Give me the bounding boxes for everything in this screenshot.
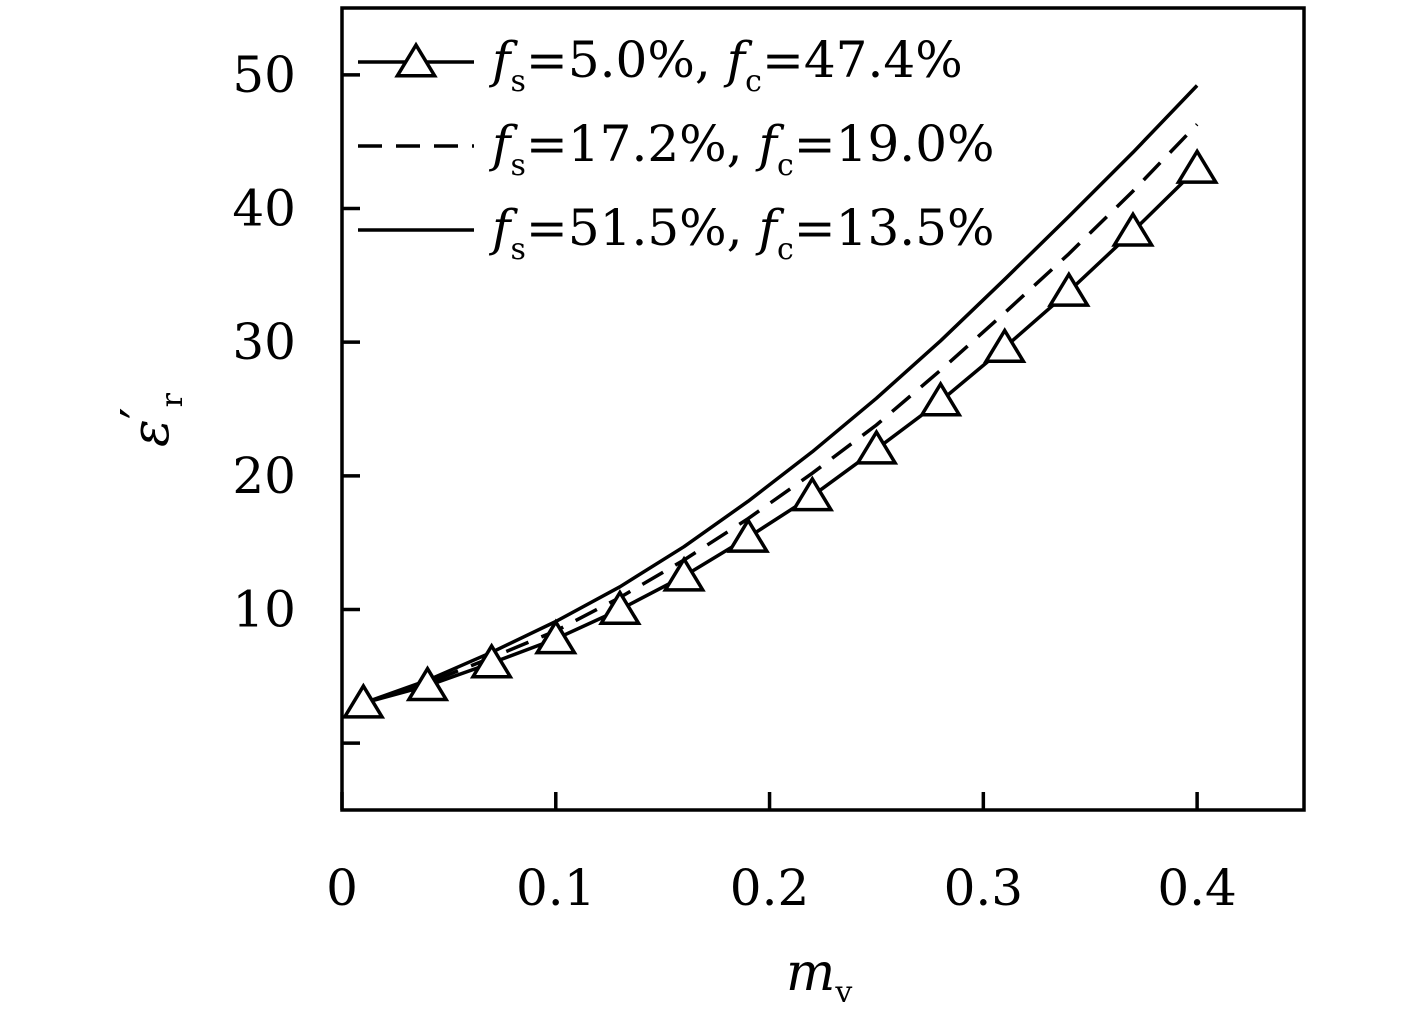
data-point [1175,148,1219,184]
axis-ticks: 0 0.1 0.2 0.3 0.4 10 20 30 40 50 [232,46,1237,917]
x-axis-label-text: mv [786,943,852,1010]
y-axis-label: ε′r [111,392,190,447]
data-point [790,475,835,512]
y-axis-label-text: ε′r [111,392,190,447]
series-line-2 [362,123,1199,705]
data-point [662,555,706,592]
data-point [854,428,899,465]
y-tick-label: 50 [232,46,296,104]
x-tick-label: 0.4 [1157,859,1237,917]
data-point [598,589,642,626]
data-point [1111,210,1155,247]
data-point [726,516,770,553]
data-point [918,380,963,417]
data-point [405,665,450,702]
data-point [982,327,1027,364]
y-tick-label: 10 [232,581,296,639]
data-point [469,642,514,679]
data-point [1047,270,1091,307]
x-tick-label: 0.1 [516,859,596,917]
legend-marker [394,41,438,78]
data-point [534,618,578,655]
plot-frame [340,6,1306,812]
y-tick-label: 40 [232,180,296,238]
series-line-3 [362,84,1199,705]
x-axis-label: mv [786,943,852,1010]
legend-label-2: fs=17.2%, fc=19.0% [488,115,995,183]
x-tick-label: 0.3 [944,859,1024,917]
x-tick-label: 0.2 [730,859,810,917]
x-tick-label: 0 [326,859,358,917]
legend: fs=5.0%, fc=47.4% fs=17.2%, fc=19.0% fs=51… [358,31,995,267]
legend-label-3: fs=51.5%, fc=13.5% [488,199,995,267]
legend-label-1: fs=5.0%, fc=47.4% [488,31,963,99]
y-tick-label: 30 [232,313,296,371]
series-markers [341,148,1219,719]
y-tick-label: 20 [232,447,296,505]
data-point [341,682,386,719]
